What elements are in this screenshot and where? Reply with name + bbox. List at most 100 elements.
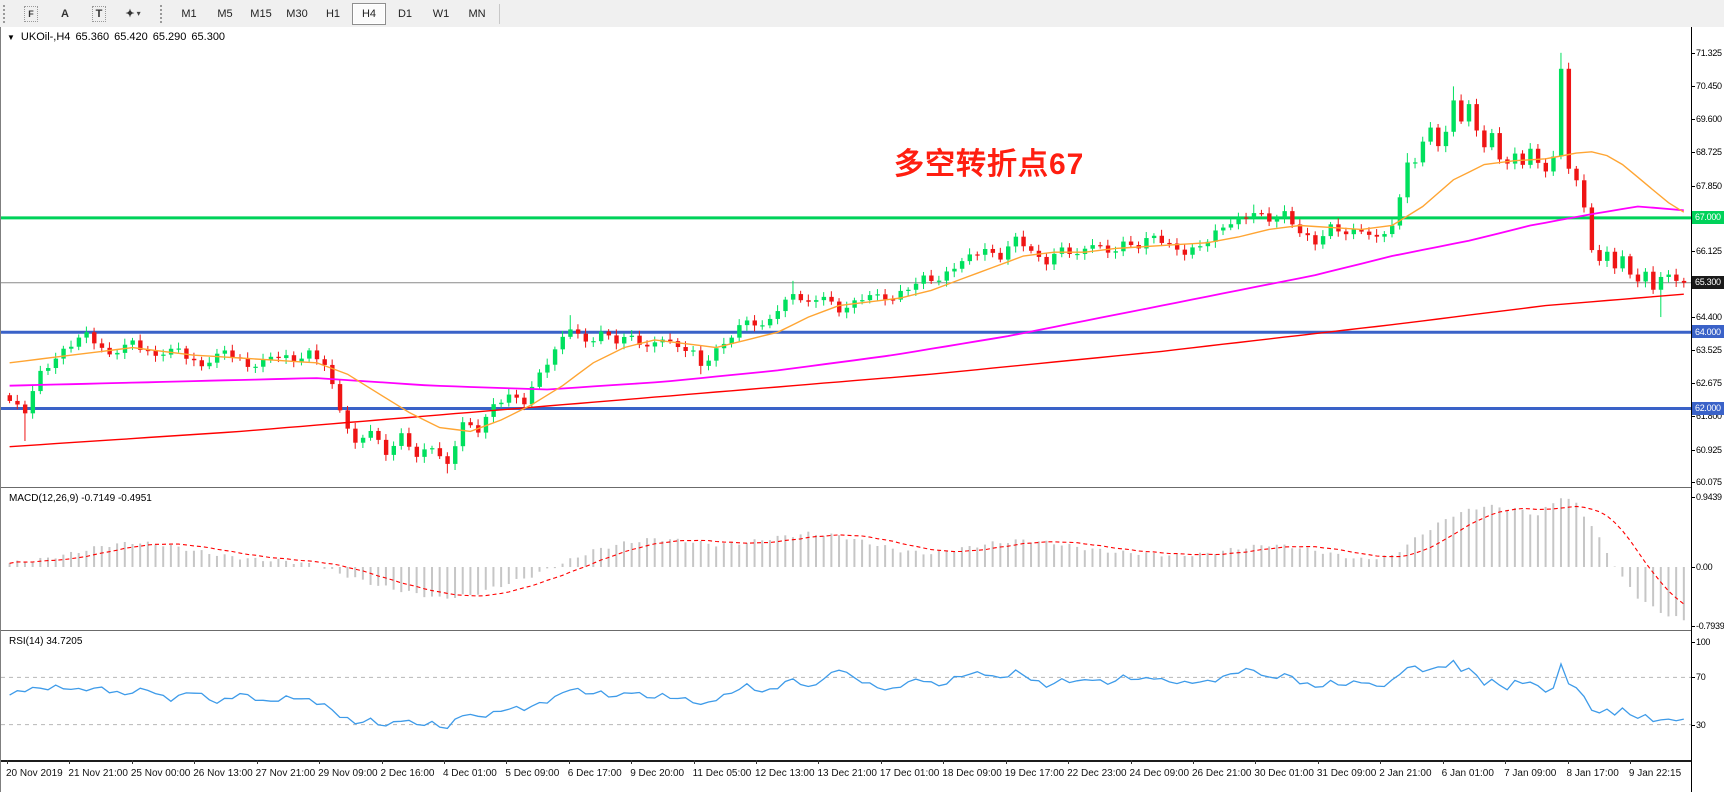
- time-axis-tick: [1629, 760, 1631, 764]
- price-tag-64.000: 64.000: [1692, 325, 1724, 339]
- price-axis-label: 61.800: [1696, 411, 1722, 422]
- rsi-chart-canvas[interactable]: [1, 633, 1691, 760]
- time-axis-label: 6 Dec 17:00: [567, 768, 622, 779]
- price-axis-label: 66.125: [1696, 246, 1722, 257]
- ohlc-close: 65.300: [191, 31, 226, 43]
- symbol-dropdown-icon[interactable]: ▼: [7, 32, 15, 42]
- rsi-indicator-pane[interactable]: RSI(14) 34.7205: [1, 633, 1691, 760]
- ohlc-open: 65.360: [75, 31, 110, 43]
- time-axis-label: 2 Dec 16:00: [380, 768, 435, 779]
- macd-label: MACD(12,26,9) -0.7149 -0.4951: [9, 493, 152, 504]
- timeframe-button-H4[interactable]: H4: [352, 2, 386, 25]
- chart-annotation-text[interactable]: 多空转折点67: [894, 148, 1085, 181]
- price-axis-label: 70.450: [1696, 81, 1722, 92]
- time-axis-label: 9 Jan 22:15: [1628, 768, 1682, 779]
- axis-tick-mark: [1692, 251, 1695, 253]
- timeframe-button-D1[interactable]: D1: [397, 7, 413, 20]
- timeframe-button-H1[interactable]: H1: [325, 7, 341, 20]
- axis-tick-mark: [1692, 481, 1695, 483]
- arrange-objects-button[interactable]: ✦ ▾: [117, 2, 149, 26]
- time-axis-tick: [568, 760, 570, 764]
- chevron-down-icon: ▾: [136, 9, 141, 18]
- time-axis-label: 17 Dec 01:00: [879, 768, 940, 779]
- time-axis-label: 29 Nov 09:00: [318, 768, 378, 779]
- main-chart-pane[interactable]: ▼ UKOil-,H4 65.360 65.420 65.290 65.300 …: [1, 27, 1691, 487]
- macd-indicator-pane[interactable]: MACD(12,26,9) -0.7149 -0.4951: [1, 490, 1691, 630]
- ma_red-line: [9, 293, 1684, 448]
- time-axis-label: 26 Dec 21:00: [1191, 768, 1252, 779]
- price-axis-label: 60.925: [1696, 444, 1722, 455]
- time-axis-tick: [943, 760, 945, 764]
- time-axis-tick: [256, 760, 258, 764]
- axis-tick-mark: [1692, 642, 1695, 643]
- time-axis-tick: [1317, 760, 1319, 764]
- time-axis-tick: [1442, 760, 1444, 764]
- time-axis-tick: [693, 760, 695, 764]
- time-axis-label: 12 Dec 13:00: [755, 768, 815, 779]
- time-axis-label: 18 Dec 09:00: [942, 768, 1002, 779]
- time-axis-tick: [1380, 760, 1382, 764]
- time-axis-label: 9 Dec 20:00: [630, 768, 685, 779]
- time-axis-tick: [880, 760, 882, 764]
- price-axis-label: 64.400: [1696, 312, 1722, 323]
- price-axis-label: 68.725: [1696, 147, 1722, 158]
- toolbar: F A T ✦ ▾ M1 M5 M15 M30 H1 H4 D1 W1 MN: [0, 0, 1724, 28]
- timeframe-button-M1[interactable]: M1: [181, 7, 197, 20]
- axis-tick-mark: [1692, 53, 1695, 54]
- time-axis-tick: [1068, 760, 1070, 764]
- price-axis-label: -0.7939: [1696, 621, 1724, 632]
- rsi-label: RSI(14) 34.7205: [9, 636, 83, 647]
- crosshair-grid-button[interactable]: F: [15, 2, 47, 26]
- macd-histogram-layer: [8, 498, 1685, 621]
- toolbar-drag-handle[interactable]: [3, 4, 9, 23]
- axis-tick-mark: [1692, 118, 1695, 120]
- chart-window: ▼ UKOil-,H4 65.360 65.420 65.290 65.300 …: [0, 27, 1724, 794]
- timeframe-button-M30[interactable]: M30: [286, 7, 308, 20]
- price-tag-65.300: 65.300: [1692, 275, 1724, 289]
- time-axis-tick: [1005, 760, 1007, 764]
- time-axis-tick: [1505, 760, 1507, 764]
- candlestick-chart-canvas[interactable]: [1, 27, 1691, 487]
- price-axis-label: 60.075: [1696, 476, 1722, 487]
- price-axis-label: 0.00: [1696, 562, 1713, 572]
- time-axis-label: 22 Dec 23:00: [1067, 768, 1127, 779]
- time-axis-tick: [194, 760, 196, 764]
- timeframe-button-MN[interactable]: MN: [468, 7, 486, 20]
- chart-title: ▼ UKOil-,H4 65.360 65.420 65.290 65.300: [7, 31, 225, 43]
- time-axis-label: 2 Jan 21:00: [1379, 768, 1432, 779]
- time-axis-label: 20 Nov 2019: [6, 768, 63, 779]
- time-axis-label: 11 Dec 05:00: [692, 768, 752, 779]
- macd-chart-canvas[interactable]: [1, 490, 1691, 630]
- time-axis-label: 24 Dec 09:00: [1129, 768, 1190, 779]
- arrange-objects-icon: ✦: [125, 8, 135, 20]
- axis-tick-mark: [1692, 350, 1695, 352]
- time-axis-tick: [1130, 760, 1132, 764]
- price-axis-label: 0.9439: [1696, 491, 1722, 502]
- ohlc-low: 65.290: [152, 31, 187, 43]
- axis-tick-mark: [1692, 185, 1695, 187]
- text-box-button[interactable]: T: [83, 2, 115, 26]
- price-axis-label: 70: [1696, 672, 1706, 683]
- time-axis[interactable]: 20 Nov 2019 21 Nov 21:00 25 Nov 00:00 26 No…: [1, 760, 1691, 794]
- time-axis-tick: [818, 760, 820, 764]
- time-axis-tick: [69, 760, 71, 764]
- timeframe-button-W1[interactable]: W1: [432, 7, 450, 20]
- time-axis-label: 6 Jan 01:00: [1441, 768, 1494, 779]
- timeframe-toolbar-drag-handle[interactable]: [160, 4, 166, 23]
- axis-tick-mark: [1692, 567, 1695, 568]
- time-axis-label: 8 Jan 17:00: [1566, 768, 1619, 779]
- timeframe-button-M15[interactable]: M15: [250, 7, 272, 20]
- text-label-button[interactable]: A: [49, 2, 81, 26]
- time-axis-tick: [319, 760, 321, 764]
- toolbar-separator: [499, 3, 500, 24]
- price-axis[interactable]: 71.325 70.450 69.600 68.725 67.850 66.125 64.4…: [1691, 27, 1724, 792]
- price-axis-label: 100: [1696, 637, 1711, 647]
- rsi-line: [9, 659, 1684, 730]
- price-tag-67.000: 67.000: [1692, 210, 1724, 224]
- axis-tick-mark: [1692, 496, 1695, 498]
- ma_magenta-line: [9, 205, 1684, 391]
- time-axis-tick: [7, 760, 8, 764]
- axis-tick-mark: [1692, 626, 1695, 628]
- level-lines-layer: [1, 216, 1691, 411]
- timeframe-button-M5[interactable]: M5: [217, 7, 233, 20]
